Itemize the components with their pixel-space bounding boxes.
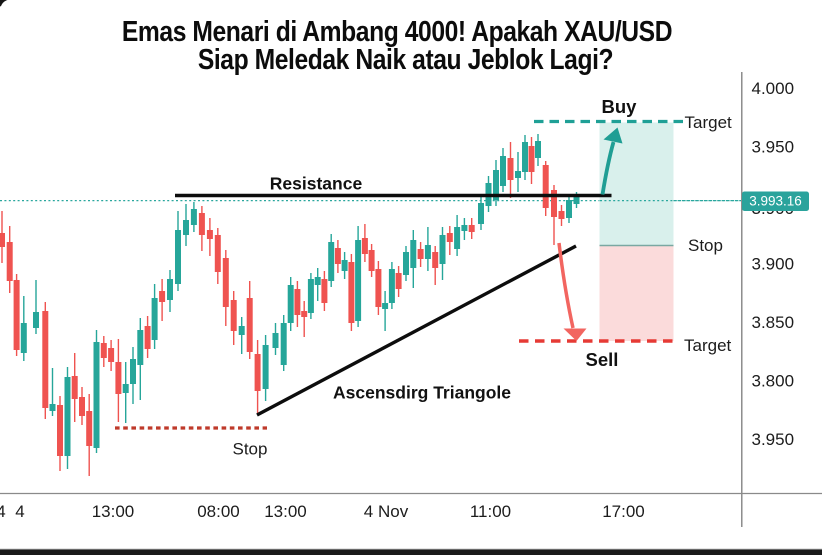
svg-text:Target: Target [685,113,733,132]
svg-text:11:00: 11:00 [470,502,511,521]
svg-text:3.950: 3.950 [752,430,795,449]
svg-text:17:00: 17:00 [602,502,645,521]
svg-text:3.950: 3.950 [752,138,795,157]
svg-text:3.900: 3.900 [752,255,795,274]
svg-text:4 Nov: 4 Nov [364,502,409,521]
svg-text:13:00: 13:00 [264,502,307,521]
svg-text:4.000: 4.000 [752,79,795,98]
svg-text:Buy: Buy [602,96,638,117]
svg-text:3.850: 3.850 [752,313,795,332]
svg-text:Stop: Stop [688,236,723,255]
svg-text:08:00: 08:00 [197,502,240,521]
svg-text:4: 4 [15,502,24,521]
svg-text:Resistance: Resistance [270,174,363,194]
svg-text:3.800: 3.800 [752,372,795,391]
svg-text:3.993.16: 3.993.16 [749,194,802,209]
svg-text:Sell: Sell [586,349,619,370]
svg-text:Stop: Stop [233,440,268,459]
svg-text:Ascensdirg Triangole: Ascensdirg Triangole [333,383,511,403]
svg-text:13:00: 13:00 [92,502,135,521]
svg-text:Target: Target [684,336,732,355]
svg-text:4: 4 [0,502,6,521]
